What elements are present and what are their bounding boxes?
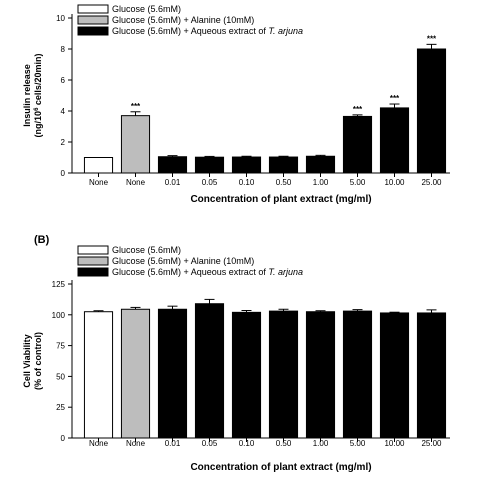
x-tick-label-8: 10.00 (384, 178, 405, 187)
bar-0.10-4 (231, 311, 262, 439)
x-axis-title: Concentration of plant extract (mg/ml) (190, 194, 371, 205)
legend-entry-italic: T. arjuna (268, 26, 303, 36)
y-axis-title: Insulin release(ng/106 cells/20min) (22, 54, 43, 138)
y-axis-title-line2: (ng/10 (33, 111, 43, 138)
legend-entry-control: Glucose (5.6mM) (112, 4, 181, 14)
x-tick-label-2: 0.01 (165, 178, 181, 187)
legend-entry-extract: Glucose (5.6mM) + Aqueous extract of T. … (112, 26, 303, 36)
bar-None-0 (83, 311, 114, 439)
legend-entry-text: Glucose (5.6mM) (112, 4, 181, 14)
significance-marker: *** (390, 94, 400, 103)
legend-entry-text: Glucose (5.6mM) + Aqueous extract of (112, 26, 268, 36)
y-tick-label: 10 (56, 14, 65, 23)
x-tick-label-1: None (126, 439, 146, 448)
panel-b-cell-viability: (B) 0 25 50 75 100 125 Cell Viability(% of cont… (22, 234, 450, 473)
bar-25.00-9 (416, 312, 447, 439)
legend-entry-text: Glucose (5.6mM) (112, 245, 181, 255)
bar-0.10-4 (231, 156, 262, 174)
bar-5.00-7 (342, 115, 373, 174)
bar-25.00-9 (416, 48, 447, 174)
x-tick-label-0: None (89, 439, 109, 448)
significance-marker: *** (353, 105, 363, 114)
legend-entry-control: Glucose (5.6mM) (112, 245, 181, 255)
legend-swatch-alanine (77, 256, 109, 266)
x-tick-label-3: 0.05 (202, 439, 218, 448)
legend-entry-alanine: Glucose (5.6mM) + Alanine (10mM) (112, 15, 254, 25)
bar-None-1 (120, 115, 151, 174)
panel-label: (B) (34, 234, 50, 246)
y-tick-label: 0 (61, 169, 66, 178)
x-tick-label-7: 5.00 (350, 178, 366, 187)
x-tick-label-5: 0.50 (276, 439, 292, 448)
y-tick-label: 6 (61, 76, 66, 85)
x-tick-label-0: None (89, 178, 109, 187)
legend-entry-extract: Glucose (5.6mM) + Aqueous extract of T. … (112, 267, 303, 277)
x-tick-label-3: 0.05 (202, 178, 218, 187)
legend-swatch-control (77, 245, 109, 255)
bar-0.50-5 (268, 156, 299, 174)
x-axis-title: Concentration of plant extract (mg/ml) (190, 462, 371, 473)
bar-1.00-6 (305, 311, 336, 439)
legend-swatch-extract (77, 26, 109, 36)
x-tick-label-6: 1.00 (313, 439, 329, 448)
bar-10.00-8 (379, 312, 410, 439)
y-axis-title-line2-suffix: cells/20min) (33, 54, 43, 108)
x-tick-label-4: 0.10 (239, 439, 255, 448)
y-tick-label: 4 (61, 107, 66, 116)
x-tick-label-4: 0.10 (239, 178, 255, 187)
y-tick-label: 75 (56, 342, 65, 351)
x-tick-label-6: 1.00 (313, 178, 329, 187)
bar-0.05-3 (194, 156, 225, 174)
x-tick-label-2: 0.01 (165, 439, 181, 448)
x-tick-label-9: 25.00 (421, 439, 442, 448)
y-axis-title-superscript: 6 (34, 107, 40, 111)
legend-entry-alanine: Glucose (5.6mM) + Alanine (10mM) (112, 256, 254, 266)
legend-swatch-alanine (77, 15, 109, 25)
bar-None-1 (120, 308, 151, 439)
x-tick-label-5: 0.50 (276, 178, 292, 187)
bar-1.00-6 (305, 155, 336, 174)
y-axis-title-line2: (% of control) (33, 332, 43, 390)
legend-entry-italic: T. arjuna (268, 267, 303, 277)
y-tick-label: 100 (52, 311, 66, 320)
y-axis-title: Cell Viability(% of control) (22, 332, 43, 390)
x-tick-label-9: 25.00 (421, 178, 442, 187)
legend-swatch-control (77, 4, 109, 14)
y-axis-title-line1: Insulin release (22, 64, 32, 127)
significance-marker: *** (427, 34, 437, 43)
y-tick-label: 2 (61, 138, 66, 147)
legend-entry-text: Glucose (5.6mM) + Alanine (10mM) (112, 256, 254, 266)
legend-entry-text: Glucose (5.6mM) + Alanine (10mM) (112, 15, 254, 25)
y-tick-label: 0 (61, 434, 66, 443)
legend-swatch-extract (77, 267, 109, 277)
y-axis-title-line1: Cell Viability (22, 334, 32, 387)
bar-0.05-3 (194, 303, 225, 439)
bar-5.00-7 (342, 310, 373, 439)
x-tick-label-7: 5.00 (350, 439, 366, 448)
y-tick-label: 25 (56, 403, 65, 412)
x-tick-label-1: None (126, 178, 146, 187)
significance-marker: *** (131, 102, 141, 111)
legend-entry-text: Glucose (5.6mM) + Aqueous extract of (112, 267, 268, 277)
bar-0.50-5 (268, 310, 299, 439)
x-tick-label-8: 10.00 (384, 439, 405, 448)
y-tick-label: 125 (52, 280, 66, 289)
bar-0.01-2 (157, 308, 188, 439)
bar-10.00-8 (379, 107, 410, 174)
y-tick-label: 50 (56, 372, 65, 381)
bar-0.01-2 (157, 156, 188, 174)
y-tick-label: 8 (61, 45, 66, 54)
bar-None-0 (83, 157, 114, 174)
